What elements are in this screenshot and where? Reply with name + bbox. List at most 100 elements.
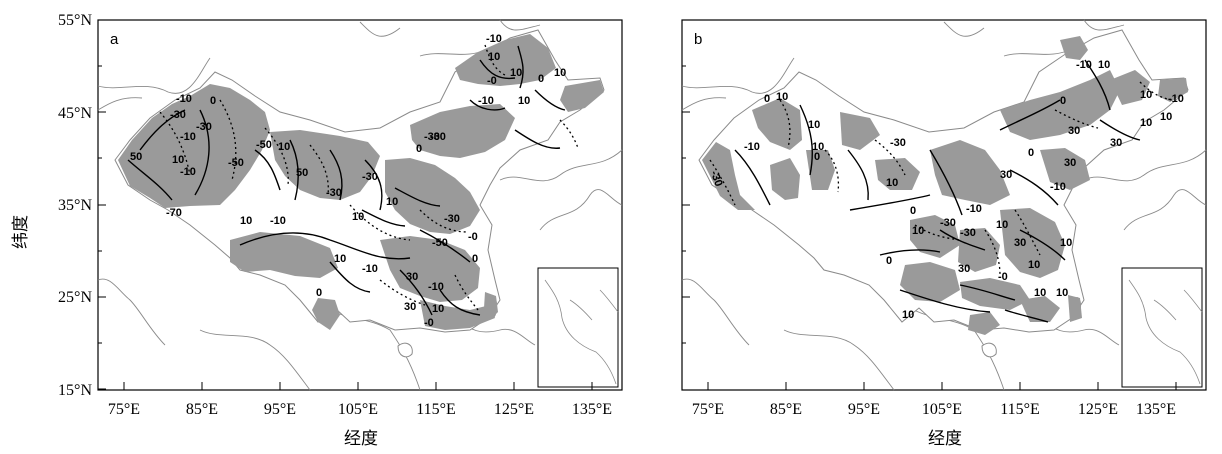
panel-a-x-ticks [123,382,593,390]
contour-label: 10 [488,51,500,63]
contour-label: 10 [1034,287,1046,299]
contour-label: 0 [886,255,892,267]
panel-b-dashed-contours [709,81,1173,276]
contour-label: -30 [444,213,460,225]
contour-label: -10 [180,166,196,178]
contour-label: 30 [404,301,416,313]
contour-label: 10 [996,219,1008,231]
panel-b-inset-map [1121,267,1203,388]
contour-label: 10 [554,67,566,79]
x-tick-label: 95°E [264,401,296,418]
contour-label: 10 [1056,287,1068,299]
contour-label: -10 [176,93,192,105]
y-tick-label: 55°N [58,12,92,29]
contour-label: 10 [1098,59,1110,71]
contour-label: 10 [1140,89,1152,101]
contour-label: 0 [538,73,544,85]
contour-label: 50 [130,151,142,163]
x-tick-label: 85°E [770,401,802,418]
contour-label: 10 [812,141,824,153]
contour-label: 10 [352,211,364,223]
contour-label: -10 [1168,93,1184,105]
contour-label: 10 [1028,259,1040,271]
y-tick-label: 15°N [58,382,92,399]
contour-label: -10 [180,131,196,143]
contour-label: 30 [1064,157,1076,169]
contour-label: -0 [487,75,497,87]
y-tick-label: 45°N [58,105,92,122]
contour-label: -30 [362,171,378,183]
panel-a-inset-coastline [544,279,619,385]
x-tick-label: 105°E [338,401,378,418]
contour-label: 10 [432,303,444,315]
contour-label: -30 [424,131,440,143]
y-tick-label: 25°N [58,289,92,306]
panel-b-shaded-regions [702,36,1188,335]
panel-a-dashed-contours [159,44,579,311]
contour-label: 10 [386,196,398,208]
contour-label: -30 [196,121,212,133]
contour-label: -50 [228,157,244,169]
contour-label: 30 [1014,237,1026,249]
contour-label: -30 [960,227,976,239]
contour-label: -10 [362,263,378,275]
contour-label: 0 [1028,147,1034,159]
panel-b-x-title: 经度 [928,429,962,449]
panel-a-inset-map [537,267,619,388]
contour-label: 30 [958,263,970,275]
x-tick-label: 95°E [848,401,880,418]
contour-label: 0 [814,151,820,163]
contour-label: -30 [890,137,906,149]
x-tick-label: 125°E [494,401,534,418]
x-tick-label: 135°E [1136,401,1176,418]
x-tick-label: 75°E [692,401,724,418]
contour-label: -10 [270,215,286,227]
panel-a-contour-labels: -10 10 10 -0 10 0 -10 10 -30 0 -10 -30 1… [130,33,566,329]
contour-label: 10 [808,119,820,131]
panel-a-y-ticks [98,19,106,390]
contour-label: -30 [326,187,342,199]
panel-b-y-ticks [682,65,690,344]
contour-label: -30 [170,109,186,121]
contour-label: -0 [424,317,434,329]
contour-label: -30 [940,217,956,229]
panel-a-contours [127,45,566,316]
contour-label: 10 [334,253,346,265]
contour-label: -10 [1050,181,1066,193]
contour-label: 50 [296,167,308,179]
contour-label: 10 [172,154,184,166]
contour-label: 10 [1160,111,1172,123]
contour-label: -0 [468,231,478,243]
contour-label: -30 [708,169,725,188]
contour-label: 10 [902,309,914,321]
contour-label: 10 [510,67,522,79]
contour-label: -0 [998,271,1008,283]
contour-label: 10 [1140,117,1152,129]
contour-label: 10 [1060,237,1072,249]
contour-label: 10 [886,177,898,189]
contour-label: 0 [1060,95,1066,107]
panel-b-hainan [981,342,997,358]
contour-label: 0 [210,95,216,107]
y-tick-label: 35°N [58,197,92,214]
contour-label: 10 [240,215,252,227]
x-tick-label: 115°E [1000,401,1040,418]
contour-label: -50 [256,139,272,151]
contour-label: -10 [744,141,760,153]
contour-label: 0 [764,93,770,105]
contour-label: 30 [1110,137,1122,149]
panel-a-x-title: 经度 [344,429,378,449]
panel-a-shaded-regions [118,34,604,330]
contour-label: -10 [486,33,502,45]
x-tick-label: 115°E [416,401,456,418]
contour-label: 0 [416,143,422,155]
contour-label: 30 [1000,169,1012,181]
contour-label: 30 [406,271,418,283]
contour-label: 0 [316,287,322,299]
panel-b-label: b [694,31,702,48]
x-tick-label: 75°E [108,401,140,418]
contour-label: 30 [1068,125,1080,137]
x-tick-label: 85°E [186,401,218,418]
panel-a-label: a [110,31,119,48]
y-axis-title: 纬度 [11,215,31,249]
